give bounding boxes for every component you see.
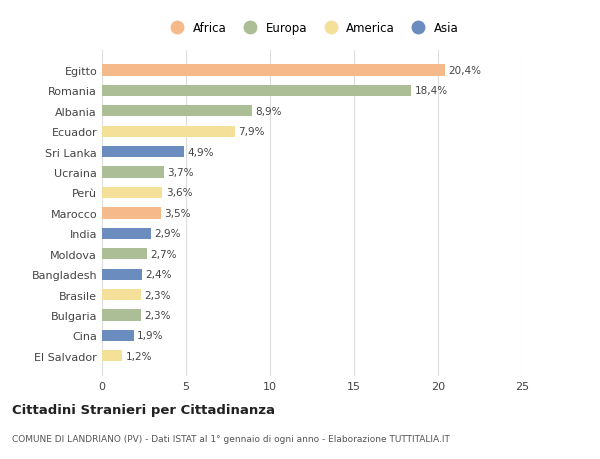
Text: 4,9%: 4,9% — [188, 147, 214, 157]
Text: 18,4%: 18,4% — [415, 86, 448, 96]
Bar — [102, 289, 140, 301]
Text: 2,3%: 2,3% — [144, 310, 170, 320]
Text: 2,3%: 2,3% — [144, 290, 170, 300]
Text: 1,2%: 1,2% — [125, 351, 152, 361]
Text: 20,4%: 20,4% — [448, 66, 481, 76]
Legend: Africa, Europa, America, Asia: Africa, Europa, America, Asia — [161, 17, 463, 39]
Bar — [102, 167, 164, 178]
Bar — [102, 126, 235, 138]
Text: 2,4%: 2,4% — [146, 269, 172, 280]
Text: Cittadini Stranieri per Cittadinanza: Cittadini Stranieri per Cittadinanza — [12, 403, 275, 416]
Bar — [102, 147, 184, 158]
Text: 3,6%: 3,6% — [166, 188, 193, 198]
Bar — [102, 228, 151, 240]
Text: 2,7%: 2,7% — [151, 249, 177, 259]
Bar — [102, 350, 122, 362]
Text: 7,9%: 7,9% — [238, 127, 265, 137]
Text: 8,9%: 8,9% — [255, 106, 281, 117]
Bar — [102, 187, 163, 199]
Text: 1,9%: 1,9% — [137, 330, 164, 341]
Text: 2,9%: 2,9% — [154, 229, 181, 239]
Bar — [102, 330, 134, 341]
Bar — [102, 208, 161, 219]
Bar — [102, 106, 251, 117]
Text: 3,7%: 3,7% — [167, 168, 194, 178]
Bar — [102, 86, 411, 97]
Text: COMUNE DI LANDRIANO (PV) - Dati ISTAT al 1° gennaio di ogni anno - Elaborazione : COMUNE DI LANDRIANO (PV) - Dati ISTAT al… — [12, 434, 450, 442]
Bar — [102, 310, 140, 321]
Bar — [102, 249, 148, 260]
Bar — [102, 65, 445, 77]
Text: 3,5%: 3,5% — [164, 208, 191, 218]
Bar — [102, 269, 142, 280]
